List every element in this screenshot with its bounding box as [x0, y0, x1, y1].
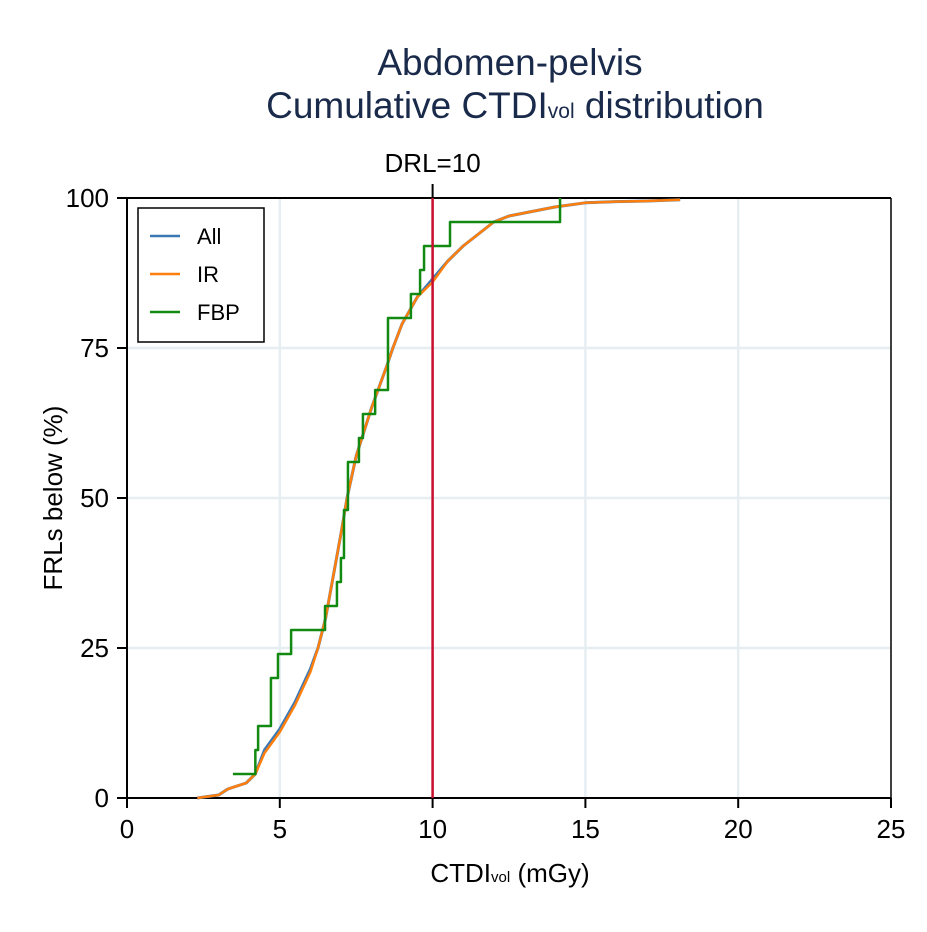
drl-label: DRL=10: [385, 148, 481, 178]
axes: 0 5 10 15 20 25 0 25 50 75 100: [66, 183, 906, 844]
legend-label-ir: IR: [197, 262, 219, 287]
y-axis-label: FRLs below (%): [38, 406, 68, 591]
y-tick-label: 75: [80, 333, 109, 363]
x-tick-label: 10: [418, 814, 447, 844]
chart-title-line2: Cumulative CTDIvol distribution: [266, 85, 764, 126]
xlabel-subscript: vol: [491, 869, 510, 886]
y-tick-label: 50: [80, 483, 109, 513]
y-tick-label: 25: [80, 633, 109, 663]
y-tick-label: 0: [95, 783, 109, 813]
xlabel-main: CTDI: [430, 858, 491, 888]
legend: All IR FBP: [137, 207, 265, 343]
xlabel-end: (mGy): [510, 858, 589, 888]
series-line-fbp: [232, 198, 562, 776]
legend-label-all: All: [197, 224, 221, 249]
series-group: [197, 198, 681, 800]
title-subscript: vol: [548, 100, 575, 123]
title-end: distribution: [575, 85, 764, 126]
y-tick-label: 100: [66, 183, 109, 213]
x-tick-label: 5: [273, 814, 287, 844]
chart-title-line1: Abdomen-pelvis: [377, 42, 642, 83]
x-tick-label: 20: [724, 814, 753, 844]
title-main: Cumulative CTDI: [266, 85, 548, 126]
x-axis-label: CTDIvol (mGy): [430, 858, 589, 888]
legend-label-fbp: FBP: [197, 300, 240, 325]
x-tick-label: 0: [120, 814, 134, 844]
x-tick-label: 15: [571, 814, 600, 844]
x-tick-label: 25: [877, 814, 906, 844]
